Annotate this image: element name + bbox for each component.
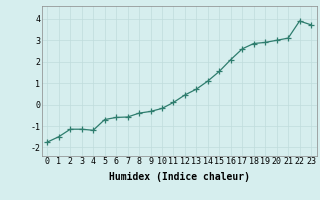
X-axis label: Humidex (Indice chaleur): Humidex (Indice chaleur) [109,172,250,182]
